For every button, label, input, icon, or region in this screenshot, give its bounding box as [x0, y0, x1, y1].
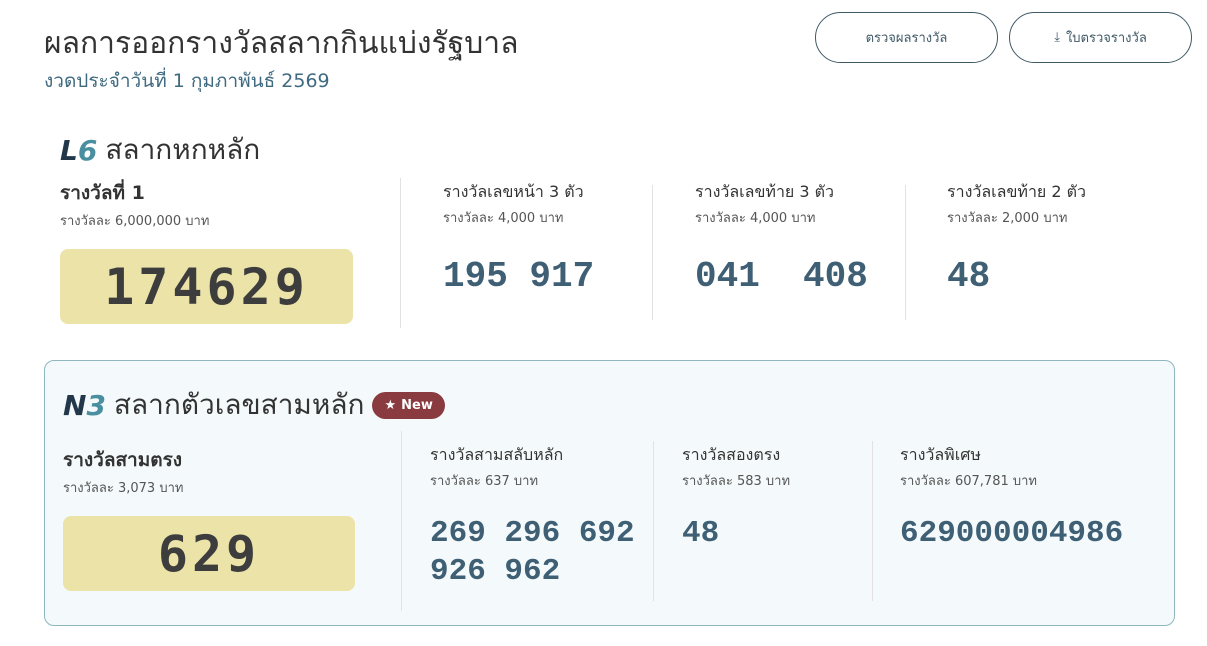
download-icon: ⤓	[1054, 30, 1060, 45]
prize-amount: รางวัลละ 4,000 บาท	[443, 211, 564, 226]
divider	[872, 441, 873, 601]
prize-title: รางวัลสองตรง	[682, 445, 781, 464]
download-checklist-button[interactable]: ⤓ ใบตรวจรางวัล	[1009, 12, 1192, 63]
six-digit-title: สลากหกหลัก	[105, 133, 261, 166]
divider	[905, 185, 906, 320]
badge-label: New	[401, 397, 433, 413]
special-prize: รางวัลพิเศษ รางวัลละ 607,781 บาท 6290000…	[900, 443, 1123, 553]
prize-number: 041 408	[695, 256, 868, 297]
new-badge: ★ New	[372, 391, 445, 419]
prize-title: รางวัลเลขท้าย 3 ตัว	[695, 182, 835, 201]
prize-amount: รางวัลละ 3,073 บาท	[63, 481, 184, 496]
prize-amount: รางวัลละ 583 บาท	[682, 474, 791, 489]
first-prize: รางวัลที่ 1 รางวัลละ 6,000,000 บาท 17462…	[60, 178, 353, 324]
prize-number: 629000004986	[900, 516, 1124, 551]
divider	[401, 431, 402, 611]
prize-number: 926 962	[430, 554, 561, 589]
prize-number: 629	[63, 516, 355, 591]
draw-date: งวดประจำวันที่ 1 กุมภาพันธ์ 2569	[44, 70, 330, 92]
last-two-prize: รางวัลเลขท้าย 2 ตัว รางวัลละ 2,000 บาท 4…	[947, 180, 1086, 296]
prize-title: รางวัลที่ 1	[60, 182, 145, 204]
prize-title: รางวัลสามตรง	[63, 449, 183, 471]
prize-number: 174629	[60, 249, 353, 324]
prize-title: รางวัลเลขท้าย 2 ตัว	[947, 182, 1087, 201]
check-results-label: ตรวจผลรางวัล	[865, 31, 948, 46]
prize-amount: รางวัลละ 607,781 บาท	[900, 474, 1037, 489]
prize-amount: รางวัลละ 4,000 บาท	[695, 211, 816, 226]
three-digit-panel: N3 สลากตัวเลขสามหลัก ★ New รางวัลสามตรง ร…	[44, 360, 1175, 626]
divider	[400, 178, 401, 328]
download-label: ใบตรวจรางวัล	[1065, 31, 1147, 46]
prize-number: 269 296 692	[430, 516, 635, 551]
l6-logo-icon: L6	[60, 133, 98, 167]
three-digit-heading: N3 สลากตัวเลขสามหลัก ★ New	[63, 383, 445, 427]
front-three-prize: รางวัลเลขหน้า 3 ตัว รางวัลละ 4,000 บาท 1…	[443, 180, 594, 296]
three-digit-title: สลากตัวเลขสามหลัก	[113, 388, 365, 421]
star-icon: ★	[384, 397, 397, 413]
prize-amount: รางวัลละ 2,000 บาท	[947, 211, 1068, 226]
prize-number: 48	[947, 256, 991, 297]
prize-number: 48	[682, 516, 720, 551]
prize-title: รางวัลเลขหน้า 3 ตัว	[443, 182, 584, 201]
page-title: ผลการออกรางวัลสลากกินแบ่งรัฐบาล	[44, 26, 519, 61]
last-three-prize: รางวัลเลขท้าย 3 ตัว รางวัลละ 4,000 บาท 0…	[695, 180, 868, 296]
straight-three-prize: รางวัลสามตรง รางวัลละ 3,073 บาท 629	[63, 445, 355, 591]
three-shuffle-prize: รางวัลสามสลับหลัก รางวัลละ 637 บาท 269 2…	[430, 443, 635, 591]
divider	[653, 441, 654, 601]
prize-amount: รางวัลละ 637 บาท	[430, 474, 539, 489]
divider	[652, 185, 653, 320]
n3-logo-icon: N3	[63, 388, 106, 422]
check-results-button[interactable]: ตรวจผลรางวัล	[815, 12, 998, 63]
prize-amount: รางวัลละ 6,000,000 บาท	[60, 214, 210, 229]
prize-title: รางวัลสามสลับหลัก	[430, 445, 564, 464]
six-digit-heading: L6 สลากหกหลัก	[60, 128, 260, 172]
straight-two-prize: รางวัลสองตรง รางวัลละ 583 บาท 48	[682, 443, 790, 553]
prize-title: รางวัลพิเศษ	[900, 445, 981, 464]
prize-number: 195 917	[443, 256, 595, 297]
